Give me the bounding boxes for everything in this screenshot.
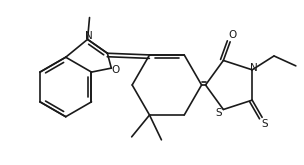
Text: N: N: [250, 63, 258, 73]
Text: O: O: [111, 65, 119, 75]
Text: O: O: [228, 30, 236, 40]
Text: S: S: [262, 119, 268, 129]
Text: N: N: [85, 31, 92, 41]
Text: S: S: [215, 108, 222, 118]
